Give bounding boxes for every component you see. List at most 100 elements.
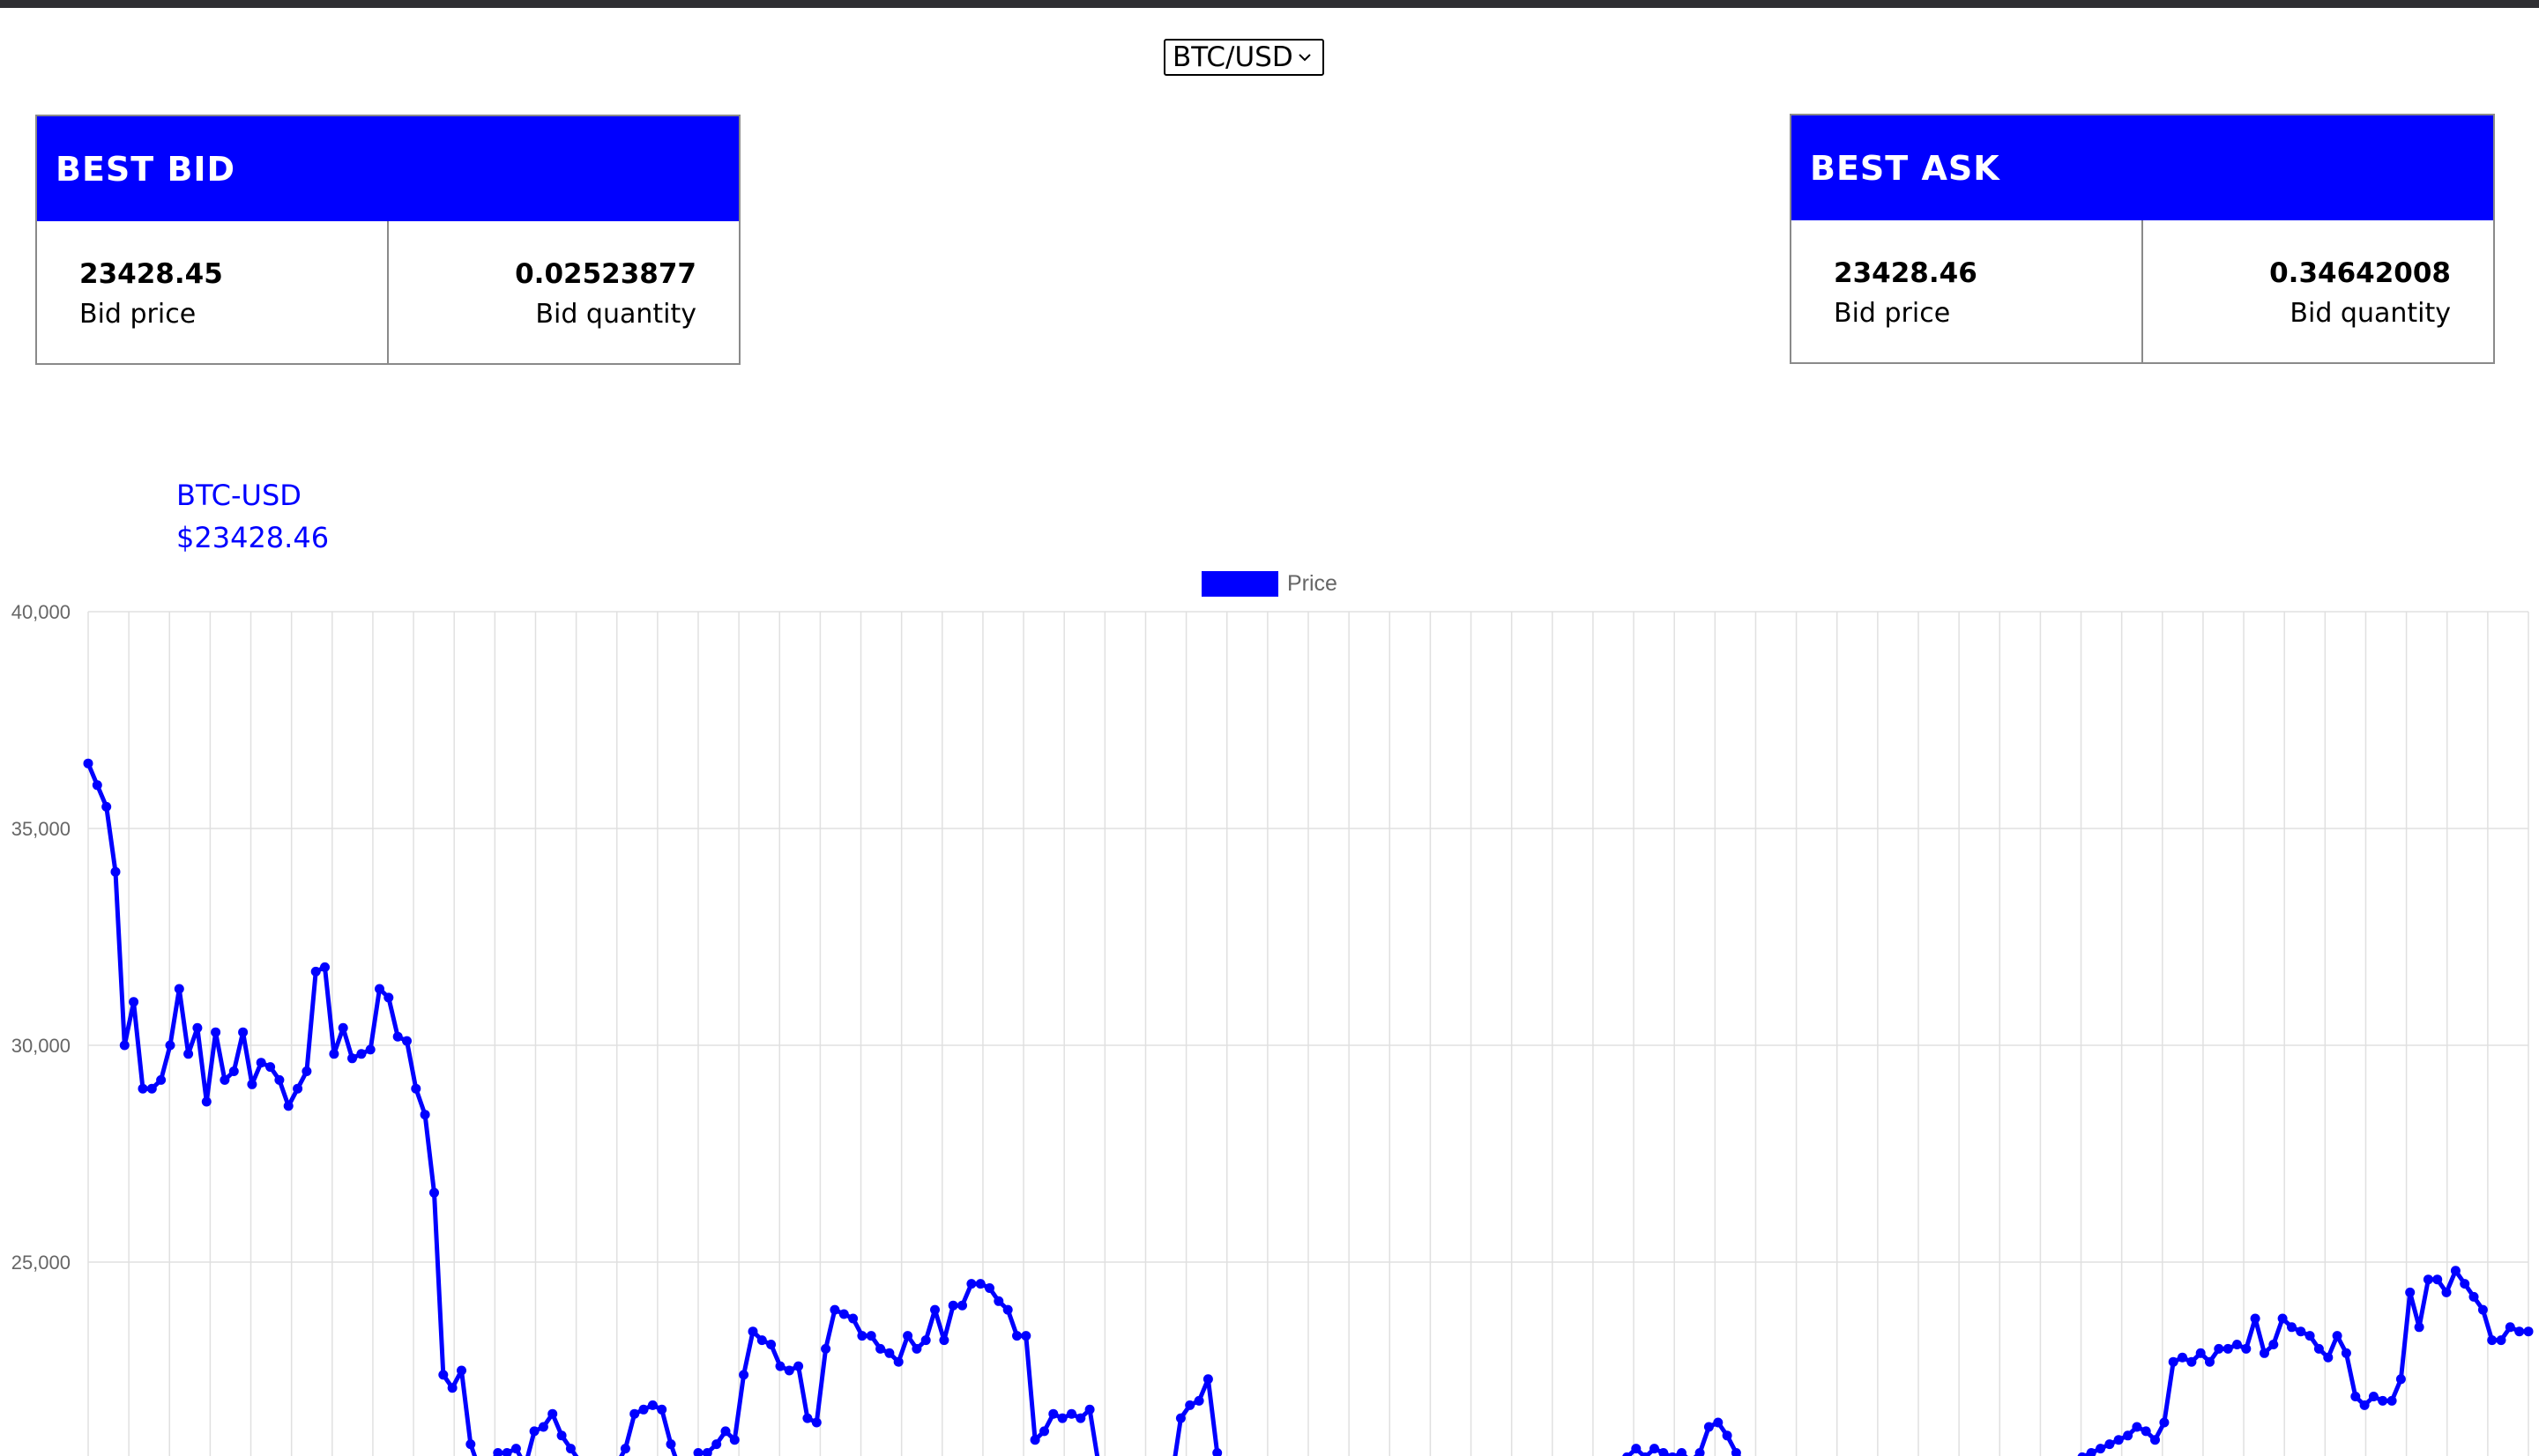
y-tick-label: 30,000	[11, 1035, 71, 1057]
price-point	[884, 1348, 895, 1358]
price-point	[1713, 1417, 1724, 1428]
price-point	[2523, 1326, 2534, 1337]
best-bid-title: BEST BID	[37, 116, 739, 221]
legend-label: Price	[1287, 571, 1337, 596]
price-point	[256, 1058, 266, 1068]
price-point	[283, 1101, 294, 1111]
price-point	[302, 1066, 312, 1076]
price-point	[866, 1331, 876, 1341]
price-point	[1039, 1426, 1049, 1437]
price-point	[265, 1062, 276, 1073]
price-point	[447, 1383, 458, 1393]
price-point	[165, 1040, 175, 1051]
best-bid-quantity-cell: 0.02523877 Bid quantity	[387, 221, 739, 363]
price-point	[2141, 1426, 2151, 1437]
price-point	[220, 1074, 230, 1085]
price-point	[793, 1361, 804, 1371]
price-point	[156, 1074, 167, 1085]
price-point	[119, 1040, 130, 1051]
price-point	[657, 1404, 667, 1415]
price-point	[2195, 1348, 2206, 1358]
price-point	[629, 1408, 640, 1419]
price-point	[238, 1027, 249, 1037]
price-point	[1057, 1413, 1068, 1423]
price-point	[638, 1404, 649, 1415]
price-point	[2287, 1322, 2297, 1333]
y-tick-label: 35,000	[11, 818, 71, 840]
price-point	[1703, 1422, 1714, 1432]
ticker-price: $23428.46	[176, 521, 330, 554]
price-point	[702, 1448, 712, 1456]
price-point	[1722, 1430, 1732, 1441]
price-point	[2477, 1304, 2488, 1315]
legend-swatch	[1202, 571, 1278, 597]
price-point	[666, 1439, 676, 1450]
price-point	[383, 992, 394, 1003]
price-point	[2186, 1356, 2197, 1367]
best-bid-price-cell: 23428.45 Bid price	[37, 221, 387, 363]
price-point	[183, 1049, 194, 1059]
price-point	[2432, 1274, 2443, 1285]
price-point	[2159, 1417, 2170, 1428]
price-point	[821, 1343, 831, 1354]
price-point	[1002, 1304, 1013, 1315]
price-point	[529, 1426, 540, 1437]
price-point	[838, 1309, 849, 1319]
price-point	[228, 1066, 239, 1076]
price-point	[1212, 1448, 1223, 1456]
price-point	[739, 1370, 749, 1380]
price-point	[939, 1335, 949, 1346]
price-point	[957, 1300, 967, 1311]
price-point	[1175, 1413, 1186, 1423]
y-tick-label: 25,000	[11, 1252, 71, 1274]
price-point	[2386, 1395, 2397, 1406]
best-ask-price-label: Bid price	[1834, 298, 1951, 329]
price-point	[2423, 1274, 2433, 1285]
price-point	[92, 780, 102, 791]
best-bid-quantity-label: Bid quantity	[535, 299, 696, 330]
price-point	[1076, 1413, 1086, 1423]
price-point	[2123, 1430, 2133, 1441]
price-point	[2205, 1356, 2215, 1367]
price-point	[857, 1331, 867, 1341]
price-point	[2368, 1392, 2379, 1401]
price-point	[2487, 1335, 2498, 1346]
price-point	[2313, 1343, 2324, 1354]
price-point	[1012, 1331, 1022, 1341]
price-point	[1048, 1408, 1059, 1419]
price-point	[465, 1439, 476, 1450]
price-point	[2341, 1348, 2351, 1358]
price-point	[2104, 1439, 2115, 1450]
price-point	[83, 758, 93, 769]
price-point	[756, 1335, 767, 1346]
price-point	[375, 984, 384, 994]
price-point	[211, 1027, 221, 1037]
price-point	[848, 1313, 859, 1324]
best-ask-title: BEST ASK	[1791, 115, 2493, 220]
price-point	[338, 1022, 348, 1033]
price-point	[2441, 1287, 2452, 1297]
price-point	[948, 1300, 958, 1311]
price-point	[347, 1053, 357, 1064]
price-point	[411, 1083, 421, 1094]
chart-legend[interactable]: Price	[1202, 571, 1337, 597]
price-point	[556, 1430, 567, 1441]
price-point	[893, 1356, 904, 1367]
price-point	[1021, 1331, 1031, 1341]
price-point	[994, 1296, 1004, 1306]
price-point	[1694, 1448, 1705, 1456]
price-point	[1631, 1444, 1642, 1454]
pair-select[interactable]: BTC/USD	[1164, 39, 1324, 76]
price-point	[320, 962, 330, 972]
price-point	[1084, 1404, 1095, 1415]
price-point	[2214, 1343, 2224, 1354]
chevron-down-icon	[1299, 54, 1311, 62]
price-point	[2260, 1348, 2269, 1358]
best-bid-quantity: 0.02523877	[515, 258, 696, 290]
price-point	[2359, 1400, 2370, 1410]
best-ask-card: BEST ASK 23428.46 Bid price 0.34642008 B…	[1790, 114, 2495, 364]
price-point	[875, 1343, 886, 1354]
price-point	[811, 1417, 822, 1428]
price-point	[802, 1413, 813, 1423]
